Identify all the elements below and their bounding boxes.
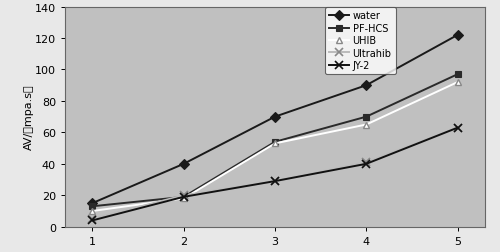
PF-HCS — [272, 141, 278, 144]
UHIB — [90, 210, 96, 213]
Line: JY-2: JY-2 — [88, 124, 462, 225]
PF-HCS — [180, 196, 186, 199]
Y-axis label: AV/（mpa.s）: AV/（mpa.s） — [24, 84, 34, 150]
Ultrahib — [454, 127, 460, 130]
Ultrahib — [180, 194, 186, 197]
water — [272, 116, 278, 119]
PF-HCS — [364, 116, 370, 119]
PF-HCS — [454, 73, 460, 76]
JY-2 — [272, 180, 278, 183]
Ultrahib — [90, 217, 96, 220]
water — [454, 34, 460, 37]
Line: PF-HCS: PF-HCS — [89, 71, 461, 210]
water — [180, 163, 186, 166]
UHIB — [180, 197, 186, 200]
water — [364, 84, 370, 87]
UHIB — [454, 81, 460, 84]
Line: Ultrahib: Ultrahib — [88, 124, 462, 223]
JY-2 — [454, 127, 460, 130]
Ultrahib — [272, 180, 278, 183]
Line: UHIB: UHIB — [89, 79, 461, 215]
UHIB — [364, 123, 370, 127]
Ultrahib — [364, 161, 370, 164]
JY-2 — [90, 219, 96, 222]
UHIB — [272, 142, 278, 145]
Legend: water, PF-HCS, UHIB, Ultrahib, JY-2: water, PF-HCS, UHIB, Ultrahib, JY-2 — [326, 8, 396, 75]
JY-2 — [180, 196, 186, 199]
PF-HCS — [90, 205, 96, 208]
JY-2 — [364, 163, 370, 166]
Line: water: water — [89, 32, 461, 207]
water — [90, 202, 96, 205]
